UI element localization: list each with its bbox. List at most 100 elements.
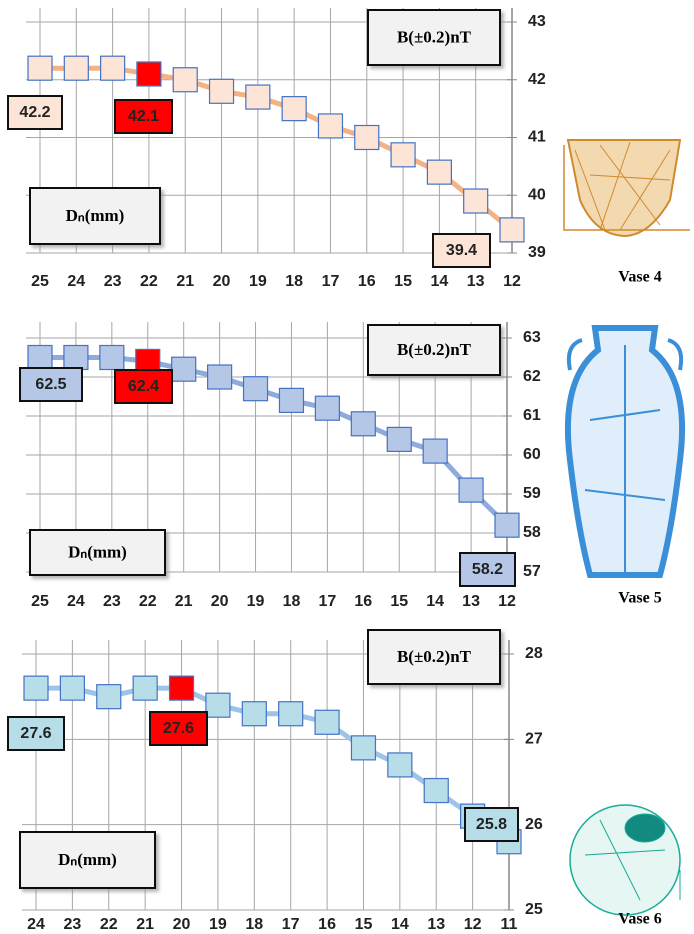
- value-label: 62.5: [35, 376, 66, 393]
- x-axis-label: Dₙ(mm): [66, 206, 125, 225]
- x-tick-label: 19: [209, 916, 227, 933]
- x-tick-label: 13: [462, 593, 480, 610]
- y-tick-label: 27: [525, 731, 543, 748]
- data-marker: [100, 55, 126, 81]
- data-marker: [63, 344, 89, 371]
- x-tick-label: 22: [100, 916, 118, 933]
- value-label: 42.2: [19, 104, 50, 121]
- data-marker: [314, 395, 340, 421]
- x-tick-label: 21: [136, 916, 154, 933]
- data-marker: [463, 188, 489, 214]
- x-label-box: [29, 529, 166, 576]
- x-label-box: [29, 187, 161, 245]
- y-label-box: [367, 9, 501, 66]
- value-label-box: [149, 711, 208, 746]
- y-tick-label: 59: [523, 485, 541, 502]
- caption: Vase 5: [618, 590, 661, 607]
- y-tick-label: 60: [523, 446, 541, 463]
- data-marker: [208, 78, 235, 104]
- data-marker: [350, 411, 376, 437]
- value-label-box: [432, 233, 491, 268]
- value-label-box: [7, 95, 63, 130]
- x-tick-label: 11: [501, 916, 518, 933]
- x-tick-label: 17: [282, 916, 300, 933]
- data-marker: [245, 84, 271, 110]
- data-marker: [136, 61, 162, 87]
- data-marker: [171, 356, 197, 382]
- x-tick-label: 18: [283, 593, 301, 610]
- value-label: 39.4: [446, 242, 477, 259]
- x-axis-label: Dₙ(mm): [58, 850, 117, 869]
- x-tick-label: 22: [139, 593, 157, 610]
- value-label: 27.6: [20, 725, 51, 742]
- x-tick-label: 16: [354, 593, 372, 610]
- value-label: 27.6: [163, 720, 194, 737]
- x-tick-label: 24: [67, 593, 85, 610]
- data-marker: [242, 376, 269, 402]
- value-label: 25.8: [476, 816, 507, 833]
- x-tick-label: 13: [427, 916, 445, 933]
- y-label-box: [367, 324, 501, 376]
- caption: Vase 4: [618, 269, 661, 286]
- data-marker: [422, 438, 448, 464]
- x-tick-label: 14: [391, 916, 409, 933]
- y-tick-label: 61: [523, 407, 541, 424]
- value-label-box: [7, 716, 65, 751]
- y-axis-label: B(±0.2)nT: [397, 27, 472, 46]
- data-marker: [205, 692, 231, 718]
- x-tick-label: 20: [213, 273, 231, 290]
- data-marker: [27, 344, 53, 371]
- vase-5-image: [565, 325, 685, 578]
- x-tick-label: 20: [173, 916, 191, 933]
- data-marker: [132, 675, 158, 701]
- data-marker: [63, 55, 89, 81]
- data-marker: [278, 701, 304, 727]
- data-marker: [386, 426, 412, 452]
- data-marker: [317, 113, 344, 139]
- x-tick-label: 25: [31, 593, 49, 610]
- x-tick-label: 13: [467, 273, 485, 290]
- data-marker: [494, 512, 520, 538]
- value-label-box: [464, 807, 519, 842]
- x-tick-label: 21: [175, 593, 193, 610]
- x-tick-label: 12: [464, 916, 482, 933]
- data-marker: [354, 124, 380, 151]
- value-label-box: [459, 552, 516, 587]
- value-label: 42.1: [128, 108, 159, 125]
- y-tick-label: 28: [525, 645, 543, 662]
- y-tick-label: 62: [523, 368, 541, 385]
- x-tick-label: 12: [503, 273, 521, 290]
- data-marker: [59, 675, 85, 701]
- value-label-box: [114, 369, 173, 404]
- x-tick-label: 19: [249, 273, 267, 290]
- caption: Vase 6: [618, 911, 661, 928]
- value-label-box: [19, 367, 83, 402]
- data-marker: [207, 364, 233, 390]
- y-tick-label: 40: [528, 186, 546, 203]
- x-tick-label: 17: [318, 593, 336, 610]
- data-marker: [390, 142, 416, 168]
- x-tick-label: 12: [498, 593, 516, 610]
- y-axis-label: B(±0.2)nT: [397, 647, 472, 666]
- value-label-box: [114, 99, 173, 134]
- y-tick-label: 41: [528, 129, 546, 146]
- x-tick-label: 22: [140, 273, 158, 290]
- data-marker: [281, 96, 307, 122]
- data-marker: [458, 477, 484, 503]
- y-tick-label: 26: [525, 816, 543, 833]
- y-tick-label: 42: [528, 71, 546, 88]
- data-marker: [23, 675, 49, 701]
- data-marker: [314, 709, 340, 735]
- x-tick-label: 15: [355, 916, 373, 933]
- data-marker: [168, 675, 195, 701]
- x-tick-label: 19: [247, 593, 265, 610]
- x-tick-label: 18: [285, 273, 303, 290]
- x-tick-label: 15: [394, 273, 412, 290]
- x-tick-label: 21: [176, 273, 194, 290]
- data-marker: [278, 387, 305, 413]
- x-tick-label: 25: [31, 273, 49, 290]
- y-tick-label: 39: [528, 244, 546, 261]
- x-tick-label: 16: [358, 273, 376, 290]
- data-marker: [27, 55, 53, 81]
